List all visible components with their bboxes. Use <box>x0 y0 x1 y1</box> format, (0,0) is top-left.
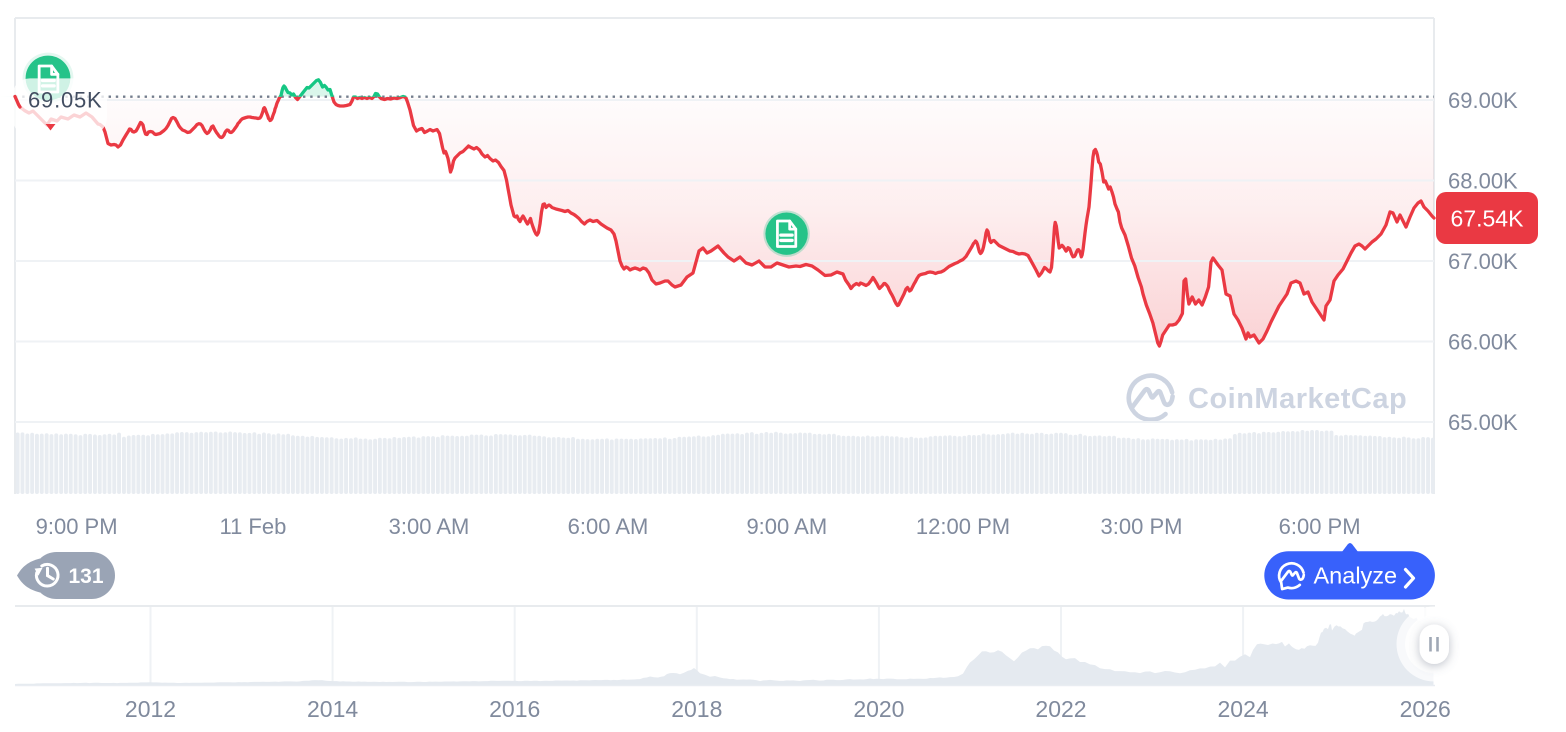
svg-text:67.00K: 67.00K <box>1448 249 1518 274</box>
svg-text:131: 131 <box>69 565 104 588</box>
svg-text:9:00 AM: 9:00 AM <box>746 514 827 539</box>
svg-text:67.54K: 67.54K <box>1451 206 1525 232</box>
svg-text:3:00 PM: 3:00 PM <box>1101 514 1183 539</box>
svg-text:2022: 2022 <box>1035 696 1086 722</box>
svg-text:2026: 2026 <box>1400 696 1451 722</box>
svg-text:66.00K: 66.00K <box>1448 330 1518 355</box>
svg-text:6:00 AM: 6:00 AM <box>568 514 649 539</box>
svg-text:68.00K: 68.00K <box>1448 169 1518 194</box>
svg-text:11 Feb: 11 Feb <box>219 514 286 539</box>
svg-text:2024: 2024 <box>1218 696 1269 722</box>
svg-text:2012: 2012 <box>125 696 176 722</box>
svg-text:9:00 PM: 9:00 PM <box>36 514 118 539</box>
svg-text:65.00K: 65.00K <box>1448 410 1518 435</box>
svg-text:69.00K: 69.00K <box>1448 88 1518 113</box>
svg-text:3:00 AM: 3:00 AM <box>389 514 470 539</box>
svg-text:Analyze: Analyze <box>1314 563 1398 589</box>
svg-text:6:00 PM: 6:00 PM <box>1279 514 1361 539</box>
svg-text:2014: 2014 <box>307 696 358 722</box>
svg-text:2016: 2016 <box>489 696 540 722</box>
svg-text:CoinMarketCap: CoinMarketCap <box>1188 383 1407 415</box>
svg-text:69.05K: 69.05K <box>28 88 103 113</box>
svg-text:2020: 2020 <box>853 696 904 722</box>
svg-text:12:00 PM: 12:00 PM <box>916 514 1010 539</box>
svg-text:2018: 2018 <box>671 696 722 722</box>
